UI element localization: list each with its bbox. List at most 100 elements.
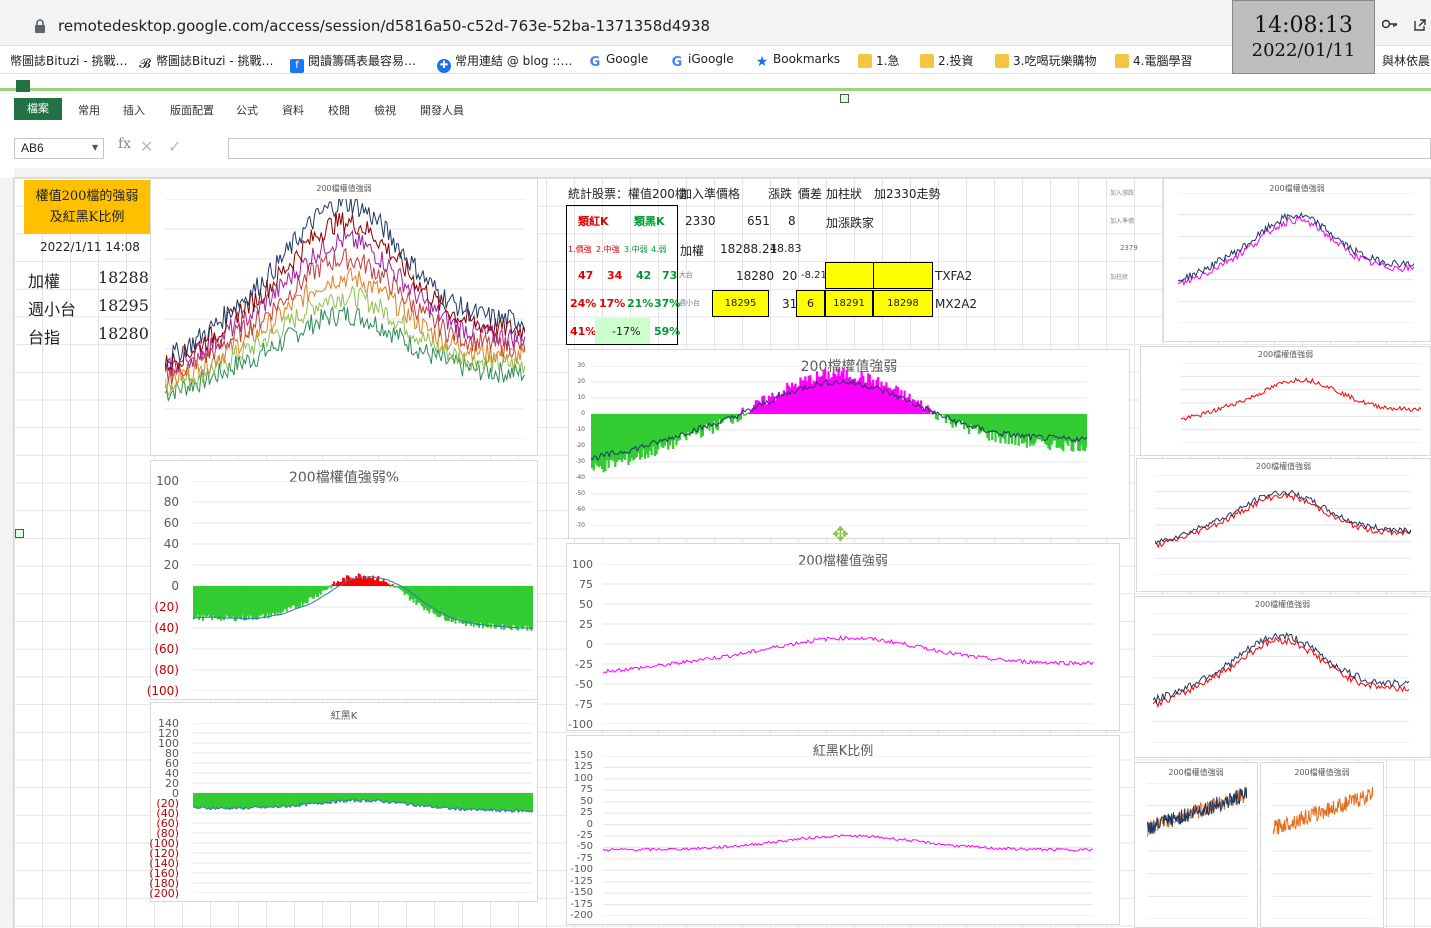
mini-label: 週小台 bbox=[679, 299, 700, 307]
bar-mark bbox=[820, 375, 824, 414]
bar-mark bbox=[383, 581, 386, 586]
tab-formulas[interactable]: 公式 bbox=[236, 104, 258, 117]
series-line bbox=[1181, 377, 1421, 421]
chart-right-2[interactable]: 200檔權值強弱 bbox=[1140, 346, 1431, 456]
tab-review[interactable]: 校閱 bbox=[328, 104, 350, 117]
bookmark-folder[interactable]: 2.投資 bbox=[920, 52, 973, 69]
chart-title: 200檔權值強弱 bbox=[1294, 768, 1350, 777]
chart-right-5[interactable]: 200檔權值強弱 bbox=[1134, 762, 1258, 928]
bookmark-folder[interactable]: 3.吃喝玩樂購物 bbox=[995, 52, 1096, 69]
bookmark-folder[interactable]: 4.電腦學習 bbox=[1115, 52, 1192, 69]
bar-mark bbox=[731, 414, 734, 424]
tab-insert[interactable]: 插入 bbox=[123, 104, 145, 117]
chart-red-black-ratio[interactable]: 紅黑K比例 150 125 100 75 50 25 0 -25 -50 -75 -100 -125-… bbox=[566, 735, 1120, 925]
chart-title: 200檔權值強弱 bbox=[1269, 184, 1325, 193]
bar-mark bbox=[488, 586, 491, 623]
chart-right-6[interactable]: 200檔權值強弱 bbox=[1260, 762, 1384, 928]
resize-handle[interactable] bbox=[15, 529, 24, 538]
bar-mark bbox=[624, 414, 627, 461]
insert-function-icon[interactable]: fx bbox=[118, 136, 132, 152]
bar-mark bbox=[529, 793, 531, 811]
bar-mark bbox=[708, 414, 711, 431]
y-tick-label: 100 bbox=[573, 772, 593, 784]
bar-mark bbox=[309, 793, 312, 804]
tab-home[interactable]: 常用 bbox=[78, 104, 100, 117]
bar-mark bbox=[229, 793, 232, 810]
bar-mark bbox=[482, 586, 484, 629]
bar-mark bbox=[1007, 414, 1010, 445]
chart-right-3[interactable]: 200檔權值強弱 bbox=[1136, 458, 1431, 592]
bar-mark bbox=[1010, 414, 1014, 444]
column-header[interactable] bbox=[14, 168, 1431, 178]
excel-icon bbox=[16, 80, 30, 92]
cancel-icon[interactable]: ✕ bbox=[140, 137, 154, 156]
bar-mark bbox=[195, 793, 198, 808]
chart-strength-lines[interactable]: 200檔權值強弱 bbox=[150, 178, 538, 456]
tab-page-layout[interactable]: 版面配置 bbox=[170, 104, 214, 117]
bar-mark bbox=[531, 586, 533, 630]
chevron-down-icon[interactable]: ▼ bbox=[92, 143, 99, 152]
bar-mark bbox=[1078, 414, 1081, 452]
bar-mark bbox=[505, 793, 508, 811]
bar-mark bbox=[381, 793, 384, 802]
bar-mark bbox=[1034, 414, 1037, 443]
y-tick-label: -50 bbox=[575, 490, 585, 497]
chart-right-1[interactable]: 200檔權值強弱 bbox=[1163, 178, 1431, 342]
bar-mark bbox=[812, 380, 815, 414]
bar-mark bbox=[525, 586, 528, 626]
tab-file[interactable]: 檔案 bbox=[14, 98, 62, 120]
bookmark-item[interactable]: f 閱讀籌碼表最容易… bbox=[290, 52, 416, 73]
bookmark-item[interactable]: G Google bbox=[589, 52, 649, 70]
chart-red-black-k[interactable]: 紅黑K 140 120 100 80 60 40 20 0 (20) (40) (60) (80) (1… bbox=[149, 702, 538, 902]
chart-strength-magenta[interactable]: 200檔權值強弱 100 75 50 25 0 -25 -50 -75 -100 bbox=[566, 543, 1120, 731]
bar-mark bbox=[355, 576, 358, 586]
confirm-icon[interactable]: ✓ bbox=[168, 137, 182, 156]
chart-strength-area[interactable]: 200檔權值強弱 30 20 10 0 -10 -20 -30 -40 -50 -60 -70 bbox=[568, 349, 1130, 539]
chart-strength-pct[interactable]: 200檔權值強弱% 100 80 60 40 20 0 (20) (40) (60) (80) (1… bbox=[147, 460, 538, 700]
name-box[interactable]: AB6 bbox=[14, 138, 104, 159]
browser-address-bar[interactable]: remotedesktop.google.com/access/session/… bbox=[0, 0, 1431, 46]
bar-mark bbox=[203, 586, 206, 616]
bar-mark bbox=[455, 586, 458, 620]
bar-mark bbox=[242, 793, 245, 810]
key-icon[interactable] bbox=[1382, 18, 1398, 30]
bookmark-item[interactable]: ★ Bookmarks bbox=[755, 52, 841, 70]
bar-mark bbox=[424, 793, 427, 807]
bar-mark bbox=[746, 413, 749, 414]
row-label-taiex: 加權 bbox=[28, 272, 61, 291]
bar-mark bbox=[465, 586, 467, 627]
bar-mark bbox=[454, 793, 457, 811]
bar-mark bbox=[395, 586, 398, 588]
bookmark-folder[interactable]: 1.急 bbox=[858, 52, 899, 69]
bar-mark bbox=[346, 575, 348, 586]
bar-mark bbox=[1042, 414, 1045, 438]
bar-mark bbox=[474, 586, 477, 623]
chart-right-4[interactable]: 200檔權值強弱 bbox=[1134, 596, 1431, 758]
bookmark-item[interactable]: 𝓑 幣圖誌Bituzi - 挑戰… bbox=[139, 54, 274, 72]
bar-mark bbox=[339, 581, 342, 586]
bar-mark bbox=[302, 793, 305, 804]
url-text[interactable]: remotedesktop.google.com/access/session/… bbox=[58, 17, 711, 35]
tab-developer[interactable]: 開發人員 bbox=[420, 104, 464, 117]
bar-mark bbox=[612, 414, 615, 462]
tab-data[interactable]: 資料 bbox=[282, 104, 304, 117]
bookmark-item[interactable]: 與林依晨… bbox=[1382, 54, 1431, 68]
bar-mark bbox=[926, 405, 929, 414]
bar-mark bbox=[700, 414, 703, 438]
tab-view[interactable]: 檢視 bbox=[374, 104, 396, 117]
bar-mark bbox=[300, 586, 303, 603]
bookmark-item[interactable]: ✚ 常用連結 @ blog ::… bbox=[437, 52, 572, 73]
resize-handle[interactable] bbox=[840, 94, 849, 103]
row-header[interactable] bbox=[0, 178, 14, 928]
open-external-icon[interactable] bbox=[1413, 18, 1427, 32]
bar-mark bbox=[353, 793, 356, 802]
bar-mark bbox=[1055, 414, 1058, 448]
bar-mark bbox=[463, 586, 466, 624]
bar-mark bbox=[438, 586, 441, 618]
mini-diff: 6 bbox=[796, 290, 825, 317]
formula-bar[interactable] bbox=[228, 138, 1431, 159]
bar-mark bbox=[315, 793, 318, 804]
bar-mark bbox=[224, 586, 227, 618]
bookmark-item[interactable]: 幣圖誌Bituzi - 挑戰… bbox=[10, 54, 128, 68]
